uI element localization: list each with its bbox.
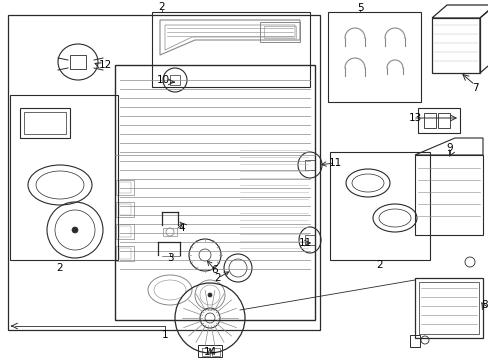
Ellipse shape (207, 293, 212, 297)
Text: 3: 3 (166, 253, 173, 263)
Bar (260, 22, 299, 42)
Bar (423, 113, 435, 128)
Bar (198, 345, 222, 357)
Bar (414, 155, 482, 235)
Bar (116, 180, 134, 195)
Text: 6: 6 (211, 265, 218, 275)
Bar (8, 15, 319, 330)
Bar (115, 65, 314, 320)
Bar (409, 335, 419, 347)
Ellipse shape (72, 227, 78, 233)
Text: 2: 2 (159, 2, 165, 12)
Bar (152, 12, 309, 87)
Text: 12: 12 (98, 60, 111, 70)
Bar (327, 12, 420, 102)
Bar (418, 282, 478, 334)
Bar (10, 95, 118, 260)
Bar (417, 108, 459, 133)
Text: 13: 13 (407, 113, 421, 123)
Text: 11: 11 (298, 238, 311, 248)
Bar (116, 246, 134, 261)
Bar (116, 202, 134, 217)
Bar (119, 204, 131, 215)
Bar (116, 224, 134, 239)
Bar (431, 18, 479, 73)
Bar (24, 112, 66, 134)
Bar (305, 160, 314, 170)
Bar (305, 235, 314, 245)
Bar (202, 348, 209, 356)
Text: 8: 8 (481, 300, 488, 310)
Text: 4: 4 (178, 223, 185, 233)
Bar (163, 228, 177, 236)
Bar (70, 55, 86, 69)
Bar (119, 248, 131, 259)
Bar (119, 182, 131, 193)
Text: 1: 1 (162, 330, 168, 340)
Bar (170, 75, 180, 85)
Text: 2: 2 (214, 273, 221, 283)
Text: 11: 11 (328, 158, 341, 168)
Bar (329, 152, 429, 260)
Bar (119, 226, 131, 237)
Text: 9: 9 (446, 143, 452, 153)
Text: 7: 7 (471, 83, 477, 93)
Bar (437, 113, 449, 128)
Bar (264, 26, 295, 38)
Bar (20, 108, 70, 138)
Bar (414, 278, 482, 338)
Text: 5: 5 (356, 3, 363, 13)
Text: 10: 10 (156, 75, 169, 85)
Text: 14: 14 (203, 347, 216, 357)
Bar (212, 348, 220, 356)
Text: 2: 2 (376, 260, 383, 270)
Text: 2: 2 (57, 263, 63, 273)
